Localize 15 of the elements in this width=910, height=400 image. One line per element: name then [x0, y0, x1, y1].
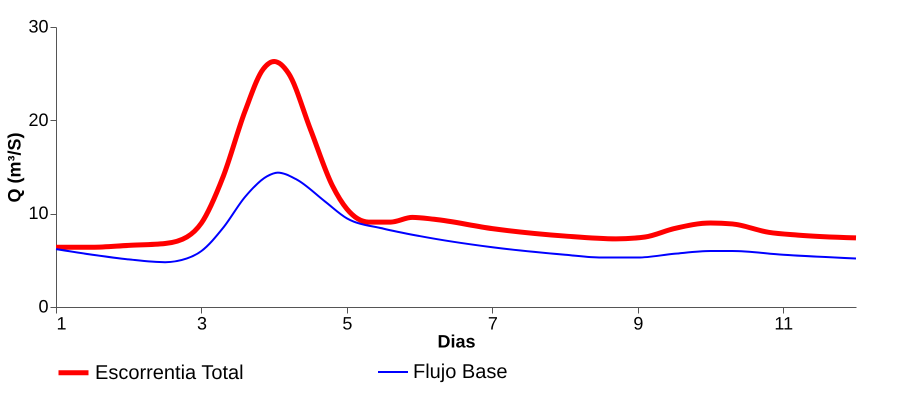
x-tick-label: 5	[342, 314, 352, 334]
line-series	[55, 172, 857, 264]
y-tick-label: 30	[28, 16, 48, 36]
y-tick-label: 20	[28, 110, 48, 130]
y-tick-label: 10	[28, 203, 48, 224]
x-tick-label: 9	[633, 314, 644, 334]
x-tick-label: 7	[488, 314, 498, 334]
y-axis-title: Q (m³/S)	[4, 132, 24, 202]
legend-label: Escorrentia Total	[95, 362, 244, 384]
x-tick-label: 11	[774, 314, 794, 334]
x-axis-title: Dias	[437, 332, 476, 352]
legend-label: Flujo Base	[413, 361, 508, 383]
x-tick-label: 3	[196, 314, 207, 334]
y-tick-label: 0	[38, 296, 48, 316]
x-tick-label: 1	[56, 314, 67, 334]
